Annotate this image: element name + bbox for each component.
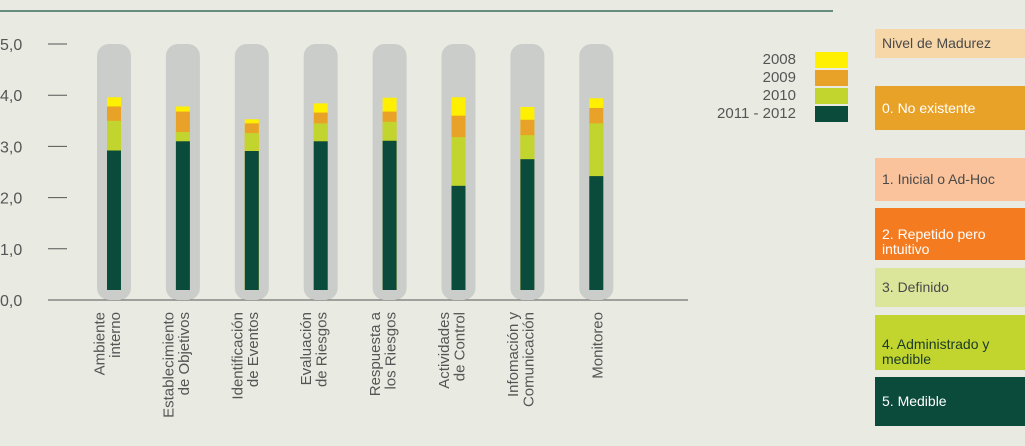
legend-label: 2008 <box>763 51 796 68</box>
x-tick-label: Identificación <box>229 312 246 400</box>
y-tick-label: 5,0 <box>0 37 22 54</box>
x-tick-label: los Riesgos <box>383 312 400 390</box>
maturity-level-label: 5. Medible <box>882 393 947 409</box>
x-tick-label: Evaluación <box>298 312 315 385</box>
bar-tracks <box>97 44 614 300</box>
x-tick-label: de Eventos <box>245 312 262 387</box>
x-tick-label: Comunicación <box>520 312 537 407</box>
bars <box>107 97 604 291</box>
x-tick-label: Establecimiento <box>160 312 177 418</box>
y-tick-label: 2,0 <box>0 191 22 208</box>
maturity-level: Nivel de Madurez <box>875 29 1025 58</box>
maturity-level: 3. Definido <box>875 268 1025 307</box>
y-tick-label: 4,0 <box>0 88 22 105</box>
x-tick-label: Infomación y <box>505 312 522 398</box>
legend-swatch <box>815 70 848 86</box>
legend-swatch <box>815 106 848 122</box>
legend-swatch <box>815 88 848 104</box>
maturity-level-label: 2. Repetido pero intuitivo <box>882 226 986 257</box>
legend-label: 2009 <box>763 69 796 86</box>
legend-swatch <box>815 52 848 68</box>
legend-label: 2011 - 2012 <box>717 105 796 122</box>
maturity-level: 0. No existente <box>875 86 1025 130</box>
x-tick-label: de Control <box>452 312 469 381</box>
maturity-level: 4. Administrado y medible <box>875 315 1025 370</box>
x-tick-label: Ambiente <box>92 312 109 375</box>
x-tick-label: interno <box>107 312 124 358</box>
maturity-level: 5. Medible <box>875 377 1025 426</box>
maturity-level-label: Nivel de Madurez <box>882 35 991 51</box>
x-tick-label: Actividades <box>436 312 453 389</box>
bar-segment <box>382 140 397 290</box>
maturity-level-label: 3. Definido <box>882 279 949 295</box>
y-tick-label: 3,0 <box>0 139 22 156</box>
x-tick-label: de Riesgos <box>314 312 331 387</box>
bar-segment <box>589 176 604 290</box>
x-tick-label: Respuesta a <box>367 311 384 396</box>
bar-segment <box>313 141 328 290</box>
bar-segment <box>520 159 535 290</box>
bar-segment <box>451 185 466 290</box>
maturity-level-panel: Nivel de Madurez 0. No existente 1. Inicia… <box>875 0 1025 446</box>
maturity-level: 2. Repetido pero intuitivo <box>875 208 1025 260</box>
maturity-level-label: 4. Administrado y medible <box>882 336 990 367</box>
legend-label: 2010 <box>763 87 796 104</box>
maturity-level-label: 0. No existente <box>882 99 976 116</box>
x-tick-label: de Objetivos <box>176 312 193 395</box>
bar-segment <box>107 150 121 290</box>
maturity-level-label: 1. Inicial o Ad-Hoc <box>882 171 995 187</box>
bar-segment <box>244 151 259 290</box>
maturity-level: 1. Inicial o Ad-Hoc <box>875 158 1025 201</box>
y-tick-label: 1,0 <box>0 242 22 259</box>
x-tick-label: Monitoreo <box>589 312 606 379</box>
bar-segment <box>175 141 190 290</box>
y-axis: 0,0 1,0 2,0 3,0 4,0 5,0 <box>0 37 67 310</box>
y-tick-label: 0,0 <box>0 293 22 310</box>
